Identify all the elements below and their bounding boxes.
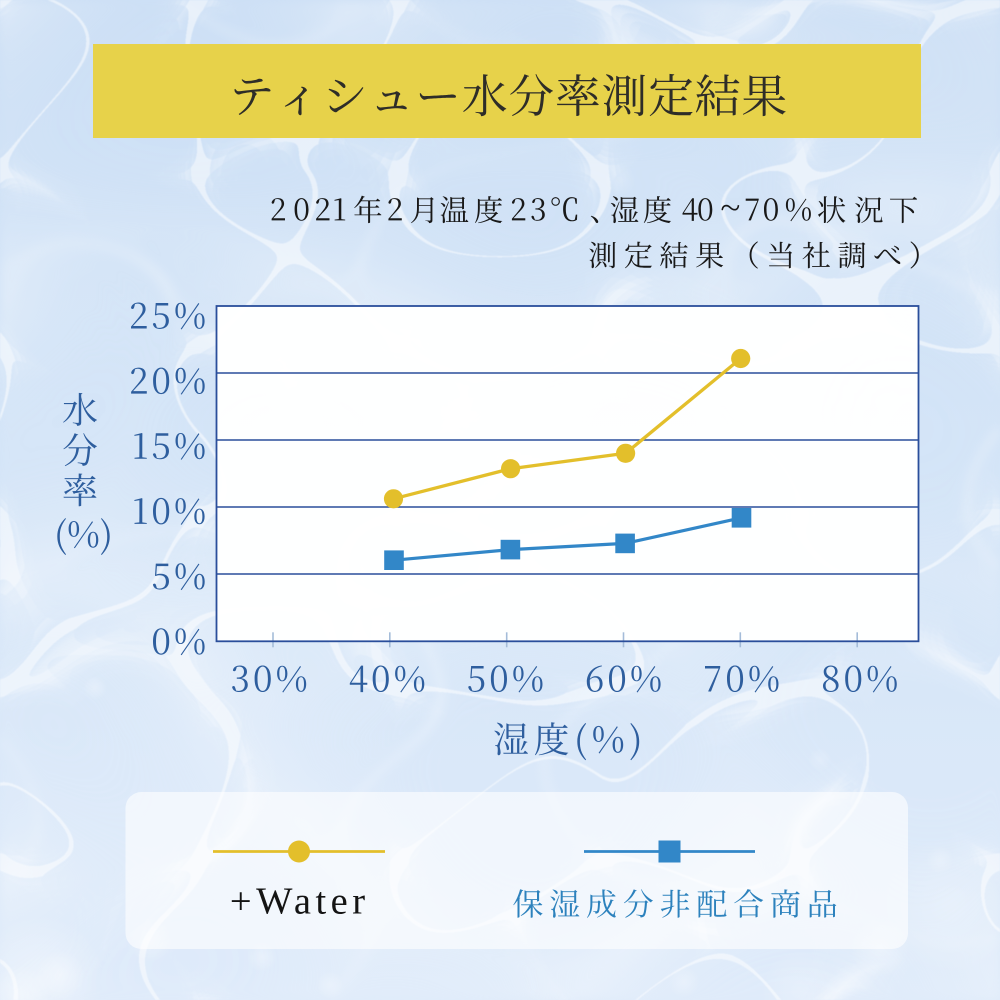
svg-text:+Water: +Water [230, 880, 370, 922]
